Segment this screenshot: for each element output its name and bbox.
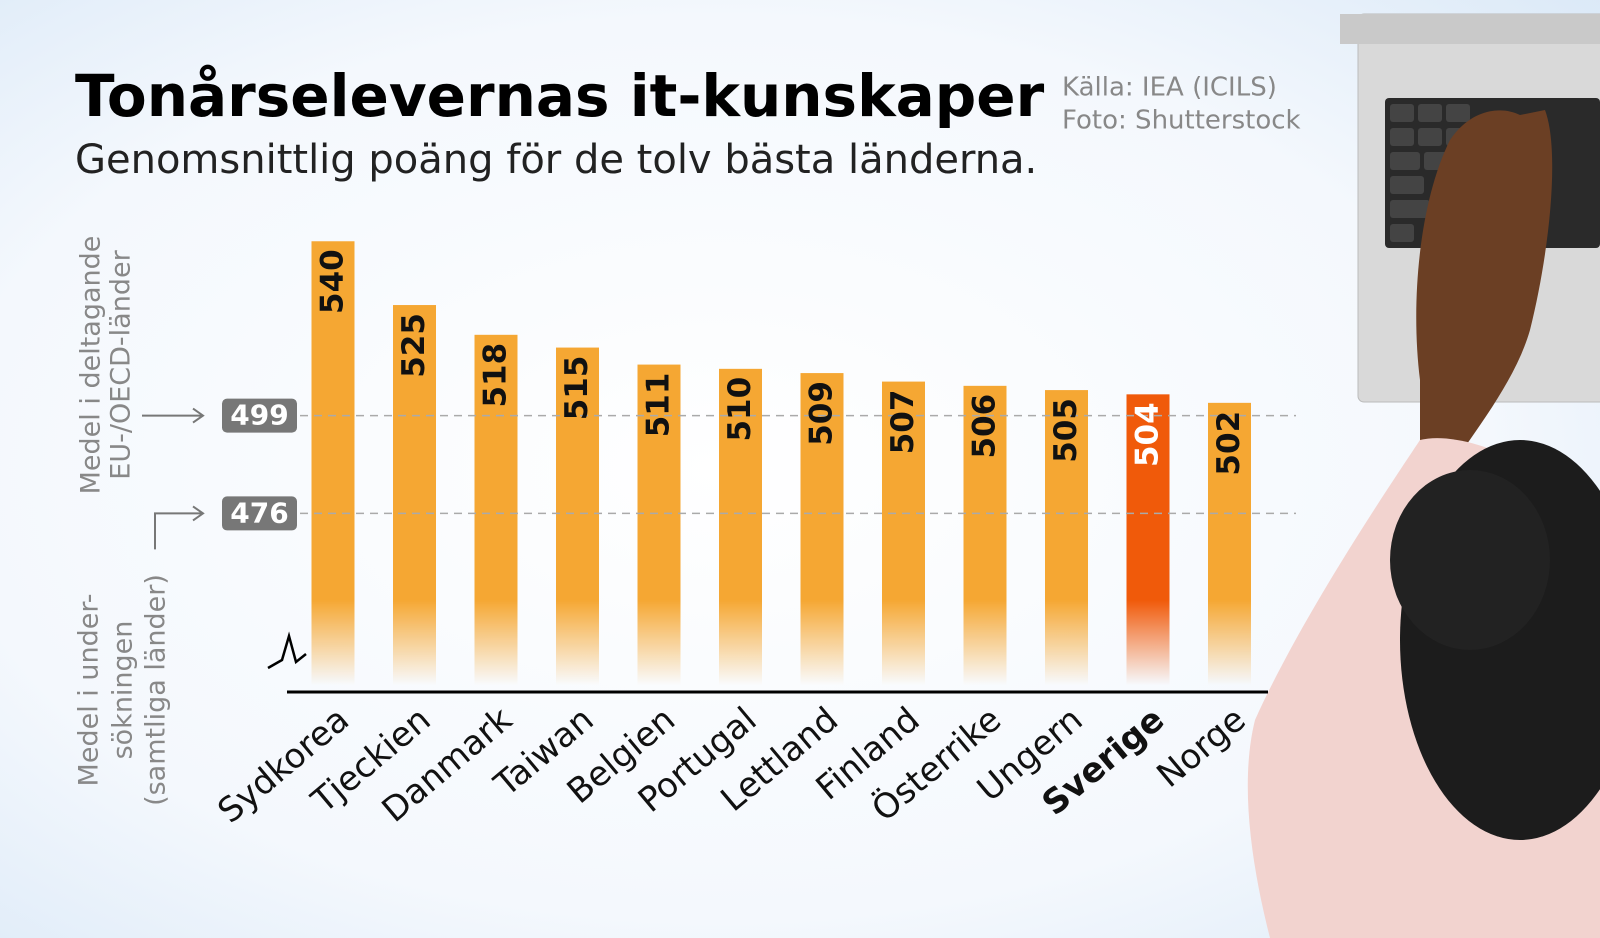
reference-arrow: [154, 505, 205, 550]
value-label: 504: [1130, 402, 1166, 467]
value-label: 507: [885, 390, 921, 455]
bar: [882, 381, 925, 692]
reference-value: 476: [230, 496, 288, 529]
bar: [556, 347, 599, 692]
value-label: 505: [1048, 398, 1084, 463]
reference-badge: [222, 398, 297, 433]
bar: [311, 241, 355, 692]
reference-badge: [222, 496, 297, 531]
chart-title: Tonårselevernas it-kunskaper: [75, 62, 1045, 130]
value-label: 540: [315, 249, 351, 314]
chart-subtitle: Genomsnittlig poäng för de tolv bästa lä…: [75, 137, 1037, 183]
value-label: 515: [559, 356, 595, 421]
source: Källa: IEA (ICILS): [1062, 73, 1277, 103]
reference-label: EU-/OECD-länder: [106, 249, 137, 479]
value-label: 518: [478, 343, 514, 408]
bar: [1126, 394, 1170, 692]
reference-label: Medel i deltagande: [76, 236, 107, 495]
photo-credit: Foto: Shutterstock: [1062, 106, 1301, 136]
reference-label: sökningen: [108, 621, 139, 760]
bar: [963, 385, 1007, 692]
value-label: 525: [396, 313, 432, 378]
reference-arrow: [142, 407, 205, 424]
photo: [1247, 13, 1600, 938]
bar: [1208, 402, 1251, 692]
bar: [1045, 390, 1088, 692]
bars: [311, 241, 1251, 692]
reference-label: Medel i under-: [74, 594, 105, 787]
bar: [637, 364, 681, 692]
value-label: 506: [967, 394, 1003, 459]
bar: [800, 373, 844, 692]
reference-value: 499: [230, 399, 288, 432]
value-label: 509: [804, 381, 840, 446]
value-label: 502: [1211, 411, 1247, 476]
value-label: 510: [722, 377, 758, 442]
bar: [719, 368, 762, 692]
bar: [393, 305, 436, 692]
value-label: 511: [641, 373, 677, 438]
axis-break: [267, 631, 307, 670]
reference-label: (samtliga länder): [141, 574, 172, 806]
